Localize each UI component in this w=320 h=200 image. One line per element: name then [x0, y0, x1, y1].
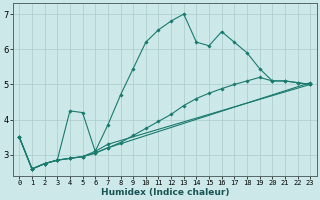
X-axis label: Humidex (Indice chaleur): Humidex (Indice chaleur) — [100, 188, 229, 197]
